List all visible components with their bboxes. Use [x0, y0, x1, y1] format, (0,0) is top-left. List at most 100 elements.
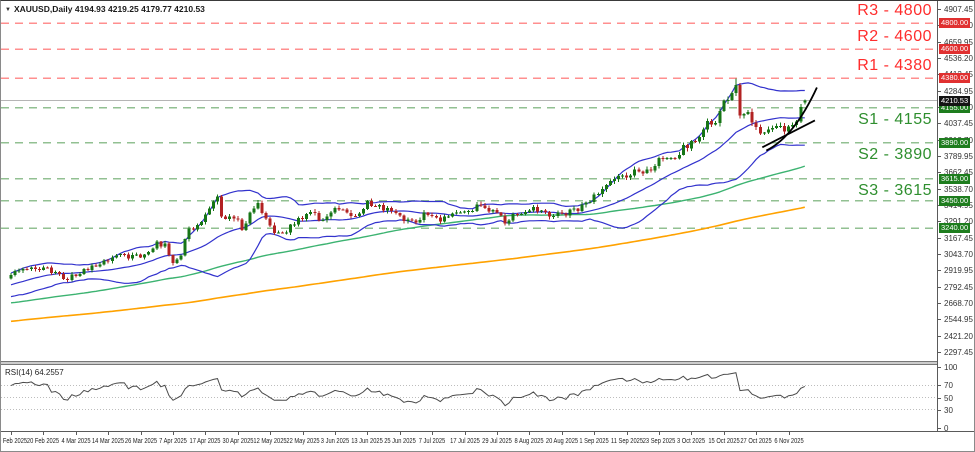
date-axis-tick	[497, 432, 498, 435]
price-axis-label: 2919.95	[944, 266, 973, 276]
price-axis-tick	[938, 172, 941, 174]
price-axis-label: 2544.95	[944, 315, 973, 325]
date-axis-label: 14 Mar 2025	[92, 438, 125, 445]
resistance-price-badge: 4600.00	[939, 44, 971, 55]
price-axis-label: 3789.95	[944, 152, 973, 161]
date-axis-label: 29 Jul 2025	[482, 438, 512, 445]
support-price-badge: 3240.00	[939, 223, 971, 234]
date-axis-tick	[237, 432, 239, 435]
date-axis-tick	[432, 432, 434, 435]
price-axis-tick	[938, 286, 941, 288]
date-axis-tick	[626, 432, 628, 435]
date-axis-tick	[691, 432, 693, 435]
date-axis-label: 8 Aug 2025	[514, 438, 544, 445]
price-axis-tick	[938, 156, 941, 157]
date-axis-tick	[594, 432, 596, 435]
ohlc-values: 4194.93 4219.25 4179.77 4210.53	[74, 4, 205, 14]
support-price-badge: 4155.00	[939, 102, 971, 113]
rsi-label: RSI(14) 64.2557	[5, 368, 64, 377]
support-price-badge: 3450.00	[939, 195, 971, 206]
date-axis-tick	[561, 432, 563, 435]
price-axis-label: 4284.95	[944, 86, 973, 96]
rsi-axis-tick	[938, 367, 941, 368]
support-price-badge: 3615.00	[939, 173, 971, 184]
date-axis-label: 20 Aug 2025	[545, 438, 578, 445]
price-axis-label: 2792.45	[944, 282, 973, 292]
price-axis-label: 3043.70	[944, 250, 973, 259]
date-axis-tick	[270, 432, 272, 435]
date-axis-tick	[335, 432, 336, 435]
price-axis-label: 2668.70	[944, 299, 973, 308]
price-axis-tick	[938, 335, 941, 337]
pane-separator[interactable]	[1, 361, 974, 365]
trendline	[765, 87, 818, 152]
price-axis-tick	[938, 58, 941, 59]
date-axis-tick	[302, 432, 304, 435]
price-axis-tick	[938, 188, 941, 190]
rsi-axis-label: 70	[944, 381, 953, 391]
symbol-period-label: XAUUSD,Daily	[13, 4, 73, 14]
date-axis-label: 13 Jun 2025	[351, 438, 384, 445]
date-axis-tick	[140, 432, 142, 435]
price-axis-tick	[938, 254, 941, 255]
rsi-axis-label: 0	[944, 424, 949, 433]
price-axis-tick	[938, 221, 941, 223]
date-axis-label: 3 Oct 2025	[677, 438, 706, 445]
candles-group	[9, 78, 807, 283]
date-axis-tick	[11, 432, 12, 435]
price-axis-label: 4659.95	[944, 37, 973, 47]
date-axis-label: 7 Apr 2025	[159, 438, 187, 445]
price-axis-tick	[938, 123, 941, 125]
rsi-axis-tick	[938, 428, 941, 429]
rsi-indicator-pane[interactable]	[1, 365, 937, 431]
date-axis-label: 15 Oct 2025	[708, 438, 740, 445]
rsi-axis-label: 50	[944, 393, 953, 403]
price-axis-label: 4037.45	[944, 119, 973, 129]
price-axis-label: 2297.45	[944, 348, 973, 357]
price-axis-tick	[938, 41, 941, 43]
rsi-axis-tick	[938, 397, 941, 399]
chart-title: ▼ XAUUSD,Daily 4194.93 4219.25 4179.77 42…	[5, 4, 205, 14]
date-axis-label: 6 Nov 2025	[773, 438, 804, 445]
date-axis-label: 10 Feb 2025	[1, 438, 28, 445]
price-axis-label: 3662.45	[944, 168, 973, 178]
price-axis[interactable]: 4907.454783.704659.954536.204412.454284.…	[937, 1, 974, 433]
date-axis-tick	[723, 432, 725, 435]
price-axis-tick	[938, 237, 941, 239]
rsi-axis-tick	[938, 385, 941, 387]
resistance-price-badge: 4800.00	[939, 18, 971, 29]
current-price-badge: 4210.53	[939, 95, 971, 106]
rsi-line	[10, 372, 806, 407]
support-price-badge: 3890.00	[939, 137, 971, 148]
price-axis-tick	[938, 9, 941, 10]
price-chart-pane[interactable]	[1, 1, 937, 361]
date-axis-tick	[659, 432, 660, 435]
price-axis-tick	[938, 270, 941, 272]
price-axis-label: 3291.20	[944, 217, 973, 227]
date-axis-label: 27 Oct 2025	[740, 438, 772, 445]
date-axis-label: 1 Sep 2025	[579, 438, 609, 445]
rsi-axis-label: 100	[944, 363, 958, 372]
date-axis-label: 26 Mar 2025	[124, 438, 157, 445]
date-axis-tick	[205, 432, 207, 435]
date-axis-tick	[399, 432, 401, 435]
price-axis-label: 4907.45	[944, 5, 973, 14]
date-axis-label: 17 Apr 2025	[189, 438, 221, 445]
chart-window-icon: ▼	[5, 7, 11, 13]
resistance-price-badge: 4380.00	[939, 73, 971, 84]
date-axis-label: 11 Sep 2025	[610, 438, 643, 445]
date-axis-tick	[108, 432, 110, 435]
date-axis-tick	[173, 432, 174, 435]
rsi-axis-tick	[938, 409, 941, 411]
price-axis-label: 2421.20	[944, 331, 973, 341]
date-axis-tick	[367, 432, 369, 435]
date-axis-label: 12 May 2025	[253, 438, 287, 445]
date-axis-label: 25 Jun 2025	[383, 438, 416, 445]
price-axis-tick	[938, 303, 941, 304]
price-axis-label: 3167.45	[944, 233, 973, 243]
rsi-axis-label: 30	[944, 405, 953, 415]
trendline	[761, 119, 816, 149]
date-axis-tick	[788, 432, 790, 435]
